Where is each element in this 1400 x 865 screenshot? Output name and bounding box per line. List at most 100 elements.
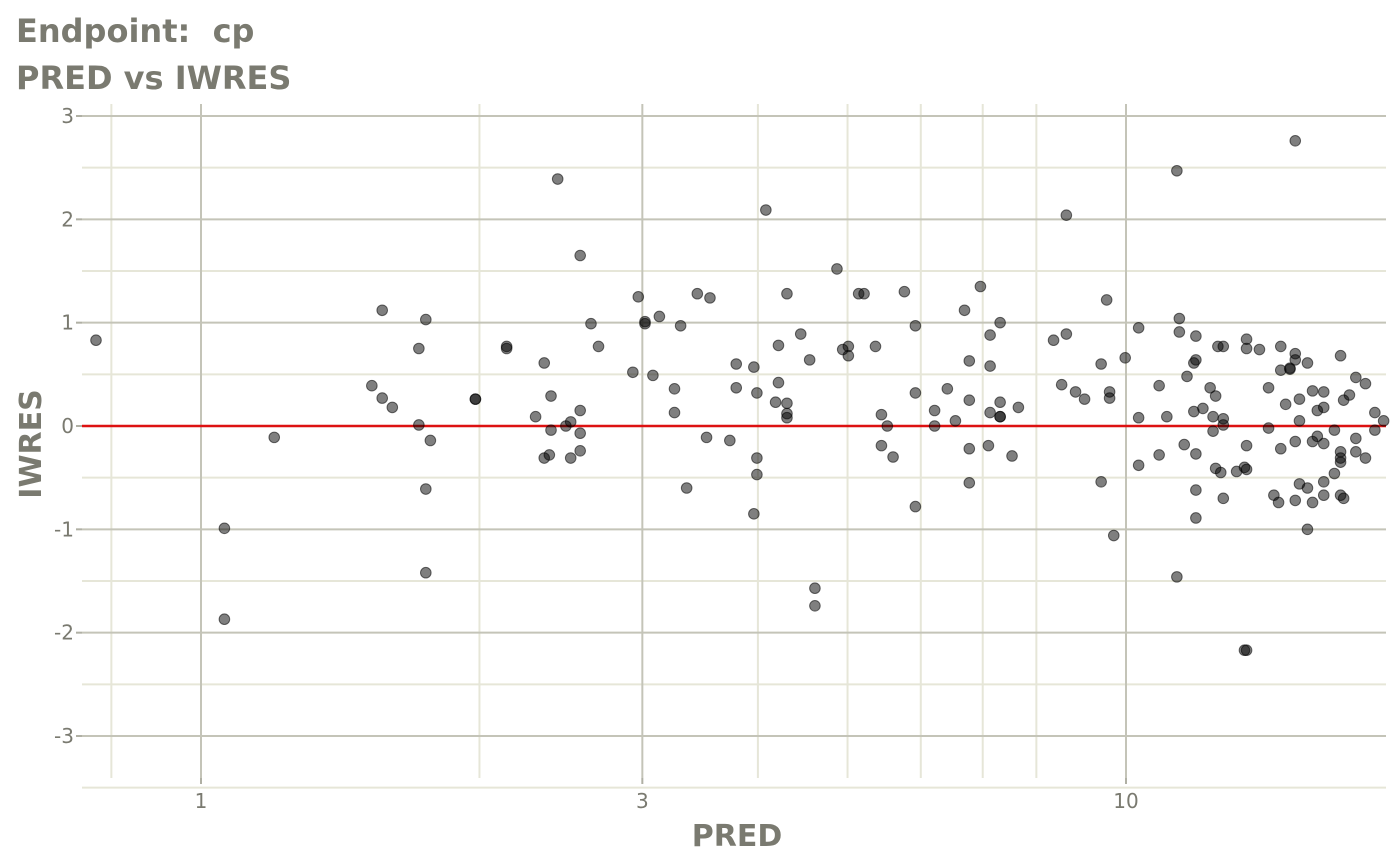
- data-point: [1047, 334, 1060, 347]
- data-point: [1293, 393, 1306, 405]
- data-point: [90, 334, 102, 347]
- x-tick-label: 1: [195, 789, 208, 813]
- y-axis-ticks: -3 -2 -1 0 1 2 3: [54, 104, 82, 748]
- data-point: [1289, 435, 1302, 448]
- data-point: [1095, 476, 1107, 488]
- y-tick-label: -3: [54, 724, 74, 748]
- data-point: [1132, 411, 1145, 424]
- data-point: [1006, 450, 1018, 462]
- data-point: [898, 285, 911, 298]
- data-point: [1161, 410, 1173, 423]
- data-point: [1240, 439, 1253, 452]
- data-point: [1337, 492, 1350, 505]
- chart-title: Endpoint: cp: [16, 12, 255, 50]
- data-point: [781, 411, 793, 424]
- data-point: [574, 427, 586, 440]
- data-point: [1217, 492, 1230, 505]
- data-point: [1369, 406, 1381, 419]
- data-point: [413, 342, 425, 355]
- data-point: [1301, 482, 1314, 494]
- data-point: [803, 354, 816, 366]
- data-point: [1217, 419, 1230, 431]
- data-point: [1173, 312, 1186, 325]
- data-point: [564, 416, 577, 428]
- data-point: [632, 291, 645, 303]
- data-point: [1350, 432, 1362, 445]
- data-point: [1060, 209, 1073, 221]
- data-point: [984, 406, 996, 419]
- data-point: [574, 404, 586, 417]
- data-point: [1293, 415, 1306, 427]
- data-point: [1359, 452, 1372, 464]
- data-point: [1119, 352, 1131, 364]
- data-point: [1190, 330, 1202, 342]
- data-point: [982, 439, 995, 452]
- data-point: [543, 449, 556, 461]
- data-point: [1217, 340, 1230, 353]
- data-point: [1253, 343, 1266, 356]
- data-point: [1359, 377, 1372, 390]
- y-tick-label: 2: [61, 207, 74, 231]
- data-point: [574, 249, 586, 262]
- y-axis-title: IWRES: [14, 389, 49, 498]
- data-point: [218, 522, 231, 535]
- x-axis-ticks: 1 3 10: [195, 778, 1139, 813]
- data-point: [941, 383, 954, 395]
- data-point: [1289, 354, 1302, 366]
- data-point: [653, 310, 666, 323]
- data-point: [875, 439, 888, 452]
- data-point: [1272, 496, 1285, 509]
- data-point: [1317, 476, 1330, 488]
- data-point: [869, 340, 882, 353]
- x-axis-title: PRED: [692, 819, 782, 854]
- data-point: [994, 316, 1006, 329]
- data-point: [704, 292, 716, 304]
- data-point: [831, 263, 843, 275]
- data-point: [545, 424, 557, 436]
- data-point: [1012, 401, 1025, 414]
- y-tick-label: 0: [61, 414, 74, 438]
- data-point: [751, 452, 763, 464]
- x-tick-label: 10: [1113, 789, 1138, 813]
- data-point: [420, 313, 432, 326]
- data-point: [1209, 390, 1222, 402]
- minor-gridlines: [82, 104, 1386, 789]
- data-point: [413, 419, 425, 431]
- data-point: [1190, 448, 1202, 460]
- data-point: [984, 329, 996, 341]
- data-point: [376, 392, 389, 404]
- data-point: [1207, 410, 1219, 423]
- data-point: [1207, 425, 1219, 437]
- data-point: [1240, 342, 1253, 355]
- data-point: [1060, 328, 1073, 340]
- data-point: [545, 390, 557, 402]
- data-point: [647, 369, 659, 382]
- data-point: [809, 600, 821, 612]
- data-point: [1311, 430, 1324, 443]
- data-point: [794, 328, 807, 340]
- data-point: [1214, 466, 1227, 479]
- data-point: [1350, 371, 1362, 384]
- data-point: [994, 396, 1006, 409]
- data-point: [1069, 386, 1082, 398]
- data-point: [730, 358, 743, 370]
- data-point: [1279, 398, 1292, 411]
- data-point: [1095, 358, 1107, 370]
- data-point: [963, 394, 976, 406]
- data-point: [420, 483, 432, 495]
- data-point: [1240, 644, 1253, 657]
- data-point: [218, 613, 231, 626]
- data-point: [627, 366, 639, 379]
- data-point: [1289, 135, 1302, 147]
- y-tick-label: 3: [61, 104, 74, 128]
- x-tick-label: 3: [636, 789, 649, 813]
- data-point: [668, 383, 681, 395]
- data-point: [1317, 401, 1330, 414]
- data-point: [1197, 402, 1209, 415]
- data-point: [1328, 467, 1341, 480]
- data-points: [90, 135, 1390, 657]
- data-point: [1240, 463, 1253, 476]
- data-point: [881, 420, 894, 432]
- chart-subtitle: PRED vs IWRES: [16, 59, 292, 97]
